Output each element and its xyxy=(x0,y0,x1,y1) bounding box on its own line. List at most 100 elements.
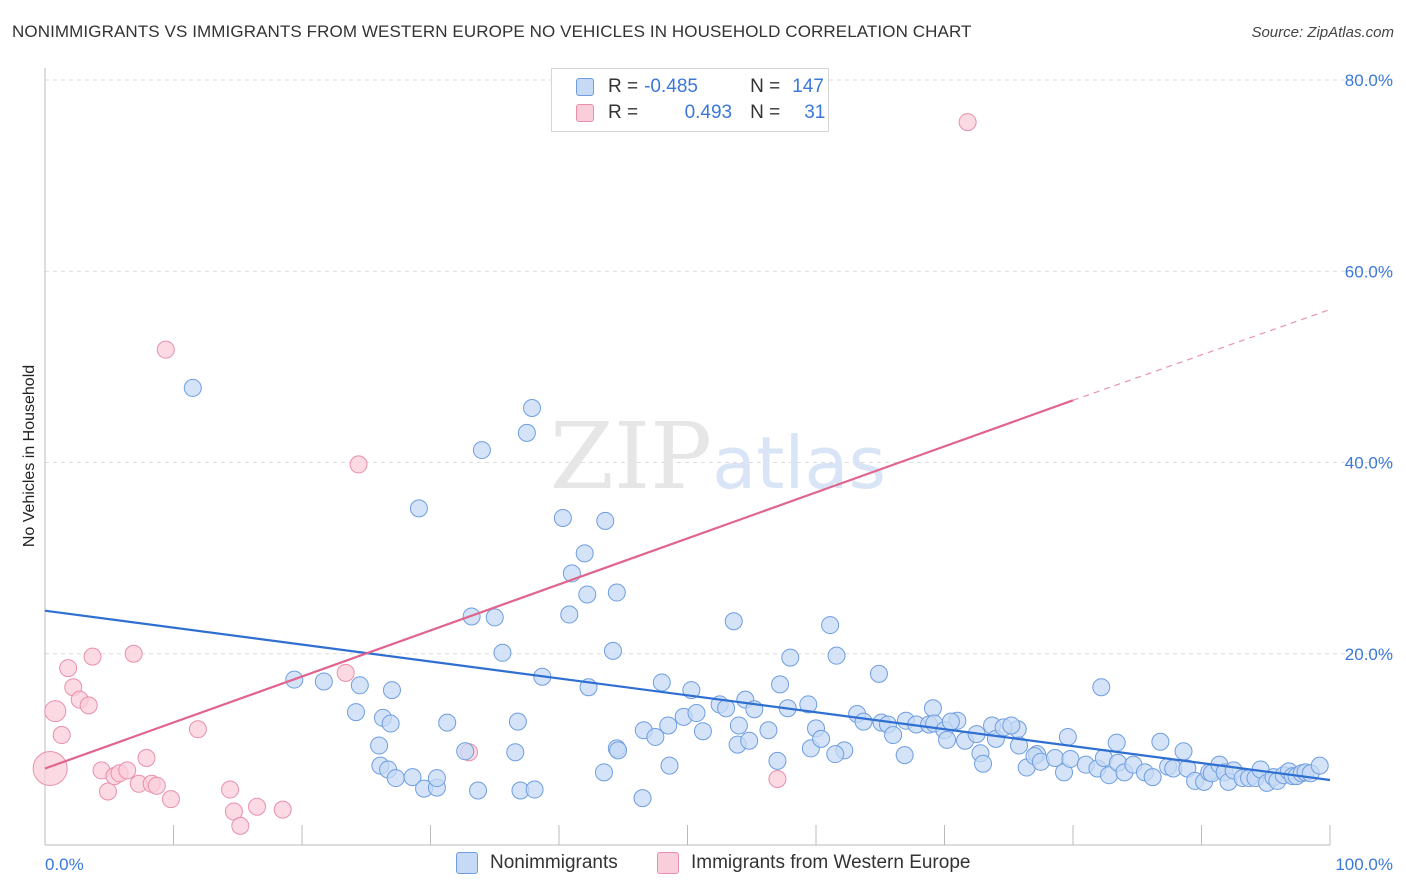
legend-label-nonimmigrants: Nonimmigrants xyxy=(490,852,618,873)
immigrant-point xyxy=(273,800,292,819)
nonimmigrant-point xyxy=(350,676,369,695)
legend-row-immigrants: R = 0.493 N = 31 xyxy=(576,101,825,125)
legend-r-label: R = xyxy=(608,102,639,123)
y-tick-labels: 20.0% 40.0% 60.0% 80.0% xyxy=(1345,71,1393,664)
nonimmigrant-point xyxy=(1002,716,1021,735)
immigrant-point xyxy=(44,700,67,723)
nonimmigrant-point xyxy=(472,441,491,460)
immigrant-point xyxy=(958,113,977,132)
nonimmigrant-point xyxy=(938,730,957,749)
nonimmigrant-point xyxy=(821,616,840,635)
y-axis-title: No Vehicles in Household xyxy=(21,365,38,547)
nonimmigrant-point xyxy=(771,675,790,694)
nonimmigrant-point xyxy=(941,712,960,731)
legend-item-nonimmigrants: Nonimmigrants xyxy=(456,852,618,874)
nonimmigrant-point xyxy=(346,703,365,722)
nonimmigrant-point xyxy=(659,716,678,735)
legend-item-immigrants: Immigrants from Western Europe xyxy=(657,852,970,874)
legend-swatch-blue xyxy=(456,852,478,874)
immigrant-point xyxy=(83,647,102,666)
nonimmigrant-point xyxy=(884,726,903,745)
immigrant-point xyxy=(221,780,240,799)
x-tick-label: 0.0% xyxy=(45,855,84,874)
nonimmigrant-point xyxy=(575,544,594,563)
legend-swatch-pink xyxy=(657,852,679,874)
immigrant-point xyxy=(32,751,68,786)
nonimmigrant-point xyxy=(826,745,845,764)
nonimmigrant-point xyxy=(1058,727,1077,746)
immigrant-point xyxy=(336,663,355,682)
nonimmigrant-point xyxy=(1151,732,1170,751)
legend-swatch-pink xyxy=(576,104,594,122)
chart-title: NONIMMIGRANTS VS IMMIGRANTS FROM WESTERN… xyxy=(12,22,972,41)
nonimmigrant-point xyxy=(525,780,544,799)
nonimmigrant-point xyxy=(578,585,597,604)
nonimmigrant-point xyxy=(646,727,665,746)
nonimmigrant-point xyxy=(469,781,488,800)
nonimmigrant-point xyxy=(456,742,475,761)
watermark-atlas: atlas xyxy=(712,421,886,505)
nonimmigrant-point xyxy=(1107,733,1126,752)
immigrant-point xyxy=(248,797,267,816)
legend-n-label: N = xyxy=(750,76,781,97)
nonimmigrants-points xyxy=(183,378,1329,808)
y-tick-label: 20.0% xyxy=(1345,645,1393,664)
watermark: ZIPatlas xyxy=(550,403,886,510)
legend-r-label: R = xyxy=(608,76,639,97)
nonimmigrant-point xyxy=(609,741,628,760)
immigrant-point xyxy=(59,659,78,678)
source-label: Source: ZipAtlas.com xyxy=(1251,24,1394,41)
trend-lines xyxy=(44,308,1331,782)
legend-n-value: 31 xyxy=(804,102,826,123)
x-tick-label: 100.0% xyxy=(1335,855,1393,874)
immigrant-point xyxy=(156,340,175,359)
nonimmigrant-point xyxy=(386,769,405,788)
nonimmigrant-point xyxy=(314,672,333,691)
nonimmigrant-point xyxy=(827,646,846,665)
nonimmigrant-point xyxy=(403,768,422,787)
legend-row-nonimmigrants: R = -0.485 N = 147 xyxy=(576,75,824,99)
nonimmigrant-point xyxy=(517,423,536,442)
immigrant-point xyxy=(137,748,156,767)
nonimmigrant-point xyxy=(183,378,202,397)
nonimmigrant-point xyxy=(506,743,525,762)
nonimmigrant-point xyxy=(768,751,787,770)
nonimmigrant-point xyxy=(1061,749,1080,768)
immigrant-point xyxy=(118,761,137,780)
nonimmigrant-point xyxy=(560,605,579,624)
nonimmigrant-point xyxy=(594,763,613,782)
immigrant-point xyxy=(124,644,143,663)
immigrant-point xyxy=(79,696,98,715)
legend-r-value: 0.493 xyxy=(684,102,733,123)
nonimmigrant-point xyxy=(493,643,512,662)
y-tick-label: 60.0% xyxy=(1345,262,1393,281)
legend-label-immigrants: Immigrants from Western Europe xyxy=(691,852,971,873)
nonimmigrant-point xyxy=(1092,678,1111,697)
immigrant-point xyxy=(768,770,787,789)
gridlines xyxy=(45,79,1395,655)
nonimmigrant-point xyxy=(729,716,748,735)
nonimmigrant-point xyxy=(485,608,504,627)
nonimmigrant-point xyxy=(633,789,652,808)
nonimmigrant-point xyxy=(508,712,527,731)
series-legend: Nonimmigrants Immigrants from Western Eu… xyxy=(0,852,1406,878)
nonimmigrant-point xyxy=(1174,742,1193,761)
immigrants-trend-extension xyxy=(1072,308,1331,401)
nonimmigrant-point xyxy=(854,712,873,731)
nonimmigrant-point xyxy=(607,583,626,602)
immigrant-point xyxy=(349,455,368,474)
nonimmigrant-point xyxy=(427,769,446,788)
nonimmigrant-point xyxy=(895,746,914,765)
y-tick-label: 40.0% xyxy=(1345,454,1393,473)
nonimmigrant-point xyxy=(523,398,542,417)
legend-r-value: -0.485 xyxy=(644,76,698,97)
nonimmigrants-trend-line xyxy=(44,609,1331,782)
nonimmigrant-point xyxy=(974,754,993,773)
legend-n-label: N = xyxy=(750,102,781,123)
immigrant-point xyxy=(161,790,180,809)
nonimmigrant-point xyxy=(687,704,706,723)
watermark-zip: ZIP xyxy=(550,403,712,510)
legend-n-value: 147 xyxy=(792,76,824,97)
x-tick-labels: 0.0% 100.0% xyxy=(45,855,1393,874)
